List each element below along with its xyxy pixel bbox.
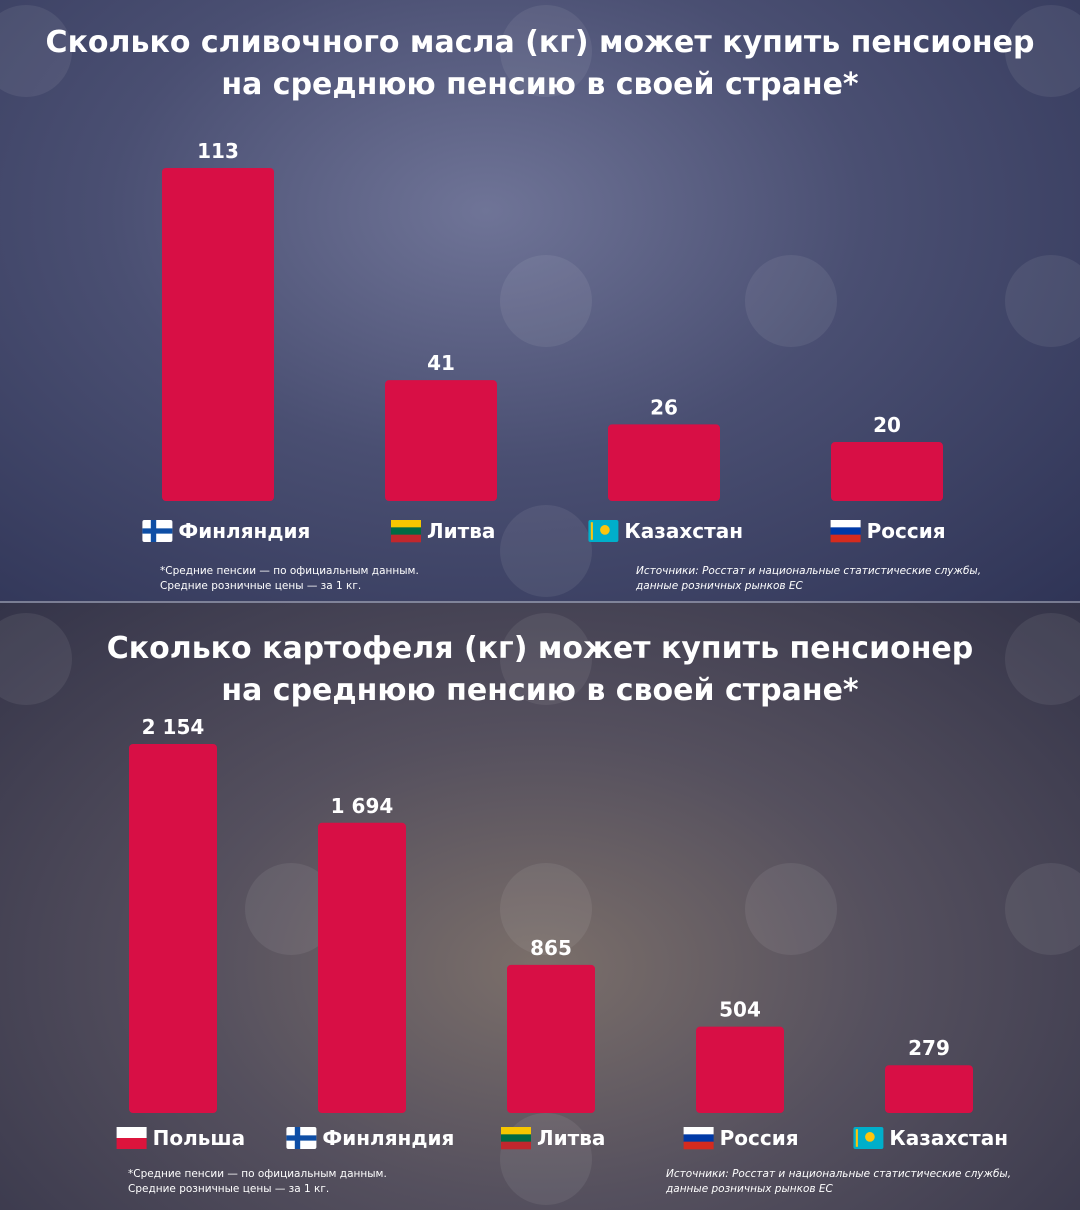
footnote-line: Средние розничные цены — за 1 кг. [128,1183,330,1195]
category-label: Казахстан [889,1126,1008,1150]
watermark-logo [1005,863,1080,955]
sources-line: данные розничных рынков ЕС [666,1183,833,1195]
kazakhstan-flag-icon [588,520,619,542]
bar [608,424,720,501]
sources-line: Источники: Росстат и национальные статис… [636,565,982,577]
bar [129,744,217,1113]
watermark-logo [1005,613,1080,705]
watermark-logo [500,505,592,597]
bar [885,1065,973,1113]
data-label: 279 [908,1036,950,1060]
sources-line: данные розничных рынков ЕС [636,580,803,592]
data-label: 2 154 [142,715,205,739]
sources-note: Источники: Росстат и национальные статис… [636,564,981,594]
watermark-logo [745,863,837,955]
data-label: 865 [530,936,572,960]
sources-note: Источники: Росстат и национальные статис… [666,1167,1011,1197]
finland-flag-icon [286,1127,317,1149]
category-label: Россия [720,1126,799,1150]
data-label: 504 [719,998,761,1022]
footnote: *Средние пенсии — по официальным данным.… [160,564,419,594]
category-label: Финляндия [322,1126,454,1150]
bar [162,168,274,501]
bar [318,822,406,1113]
chart-title: Сколько сливочного масла (кг) может купи… [0,22,1080,106]
footnote-line: *Средние пенсии — по официальным данным. [160,565,419,577]
data-label: 1 694 [331,794,394,818]
lithuania-flag-icon [501,1127,531,1150]
chart-title-line: Сколько картофеля (кг) может купить пенс… [106,631,974,666]
watermark-logo [500,613,592,705]
watermark-logo [500,863,592,955]
category-label: Польша [153,1126,246,1150]
data-label: 20 [873,413,901,437]
data-label: 26 [650,395,678,419]
finland-flag-icon [142,520,173,542]
chart-title-line: на среднюю пенсию в своей стране* [221,67,859,102]
bar [831,442,943,501]
footnote: *Средние пенсии — по официальным данным.… [128,1167,387,1197]
category-label: Литва [427,519,495,543]
watermark-logo [745,255,837,347]
lithuania-flag-icon [391,520,421,543]
sources-line: Источники: Росстат и национальные статис… [666,1168,1012,1180]
watermark-logo [500,255,592,347]
butter-chart-panel: Сколько сливочного масла (кг) может купи… [0,0,1080,603]
bar [696,1026,784,1113]
potato-bar-chart: 2 154 Польша 1 694 Финляндия 865 Литва 504 Росс… [116,715,1008,1150]
potato-chart-panel: Сколько картофеля (кг) может купить пенс… [0,603,1080,1210]
bar [385,380,497,501]
data-label: 113 [197,139,239,163]
category-label: Финляндия [178,519,310,543]
data-label: 41 [427,351,455,375]
watermark-logo [1005,255,1080,347]
watermark-logo [1005,5,1080,97]
butter-bar-chart: 113 Финляндия 41 Литва 26 Казахстан 20 Россия [142,139,946,543]
watermark-logo [0,5,72,97]
category-label: Россия [867,519,946,543]
chart-title-line: на среднюю пенсию в своей стране* [221,673,859,708]
panel-divider [0,601,1080,604]
watermark-logo [0,613,72,705]
russia-flag-icon [830,520,861,543]
bar [507,964,595,1113]
chart-title-line: Сколько сливочного масла (кг) может купи… [45,25,1035,60]
chart-title: Сколько картофеля (кг) может купить пенс… [0,628,1080,712]
category-label: Литва [537,1126,605,1150]
watermark-logo [500,5,592,97]
category-label: Казахстан [624,519,743,543]
footnote-line: *Средние пенсии — по официальным данным. [128,1168,387,1180]
poland-flag-icon [116,1127,147,1149]
footnote-line: Средние розничные цены — за 1 кг. [160,580,362,592]
russia-flag-icon [683,1127,714,1150]
kazakhstan-flag-icon [853,1127,884,1149]
